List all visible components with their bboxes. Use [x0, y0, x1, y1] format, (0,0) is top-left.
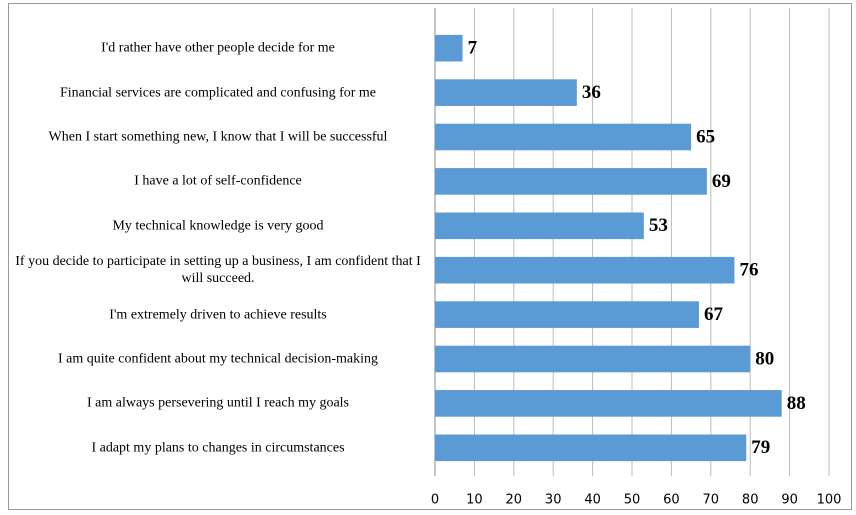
x-tick-label: 10 [466, 493, 483, 508]
data-label: 67 [704, 304, 724, 325]
bar [435, 168, 707, 195]
data-label: 79 [751, 437, 770, 458]
data-label: 7 [468, 38, 478, 59]
y-tick-label: My technical knowledge is very good [112, 218, 324, 234]
data-label: 88 [787, 393, 806, 414]
bar [435, 256, 735, 284]
bar [435, 123, 692, 151]
bar [435, 390, 782, 417]
x-tick-label: 80 [742, 493, 759, 508]
data-label: 36 [582, 82, 601, 103]
y-tick-label: I am quite confident about my technical … [58, 351, 378, 367]
bar [435, 345, 751, 373]
data-label: 53 [649, 215, 668, 236]
y-tick-label: Financial services are complicated and c… [59, 85, 377, 101]
x-tick-label: 0 [431, 493, 439, 508]
chart-border [8, 3, 852, 510]
bar [435, 212, 644, 240]
data-label: 76 [739, 260, 758, 281]
x-tick-label: 70 [703, 493, 720, 508]
y-tick-label: I adapt my plans to changes in circumsta… [91, 440, 345, 456]
data-label: 69 [712, 171, 731, 192]
y-tick-label: I'm extremely driven to achieve results [109, 307, 327, 323]
data-label: 65 [696, 126, 715, 147]
y-tick-label: I have a lot of self-confidence [134, 173, 302, 189]
bar [435, 34, 463, 62]
x-tick-label: 90 [781, 493, 798, 508]
y-tick-label: I'd rather have other people decide for … [101, 40, 335, 56]
x-tick-label: 40 [584, 493, 601, 508]
y-tick-label: If you decide to participate in setting … [15, 254, 421, 287]
x-tick-label: 50 [624, 493, 641, 508]
x-tick-label: 20 [506, 493, 523, 508]
x-tick-label: 100 [817, 493, 842, 508]
bar [435, 79, 577, 106]
bar [435, 434, 747, 462]
y-tick-label: I am always persevering until I reach my… [86, 395, 350, 411]
x-tick-label: 30 [545, 493, 562, 508]
bar [435, 301, 699, 328]
x-tick-label: 60 [663, 493, 680, 508]
data-label: 80 [755, 348, 774, 369]
y-tick-label: When I start something new, I know that … [48, 129, 388, 145]
